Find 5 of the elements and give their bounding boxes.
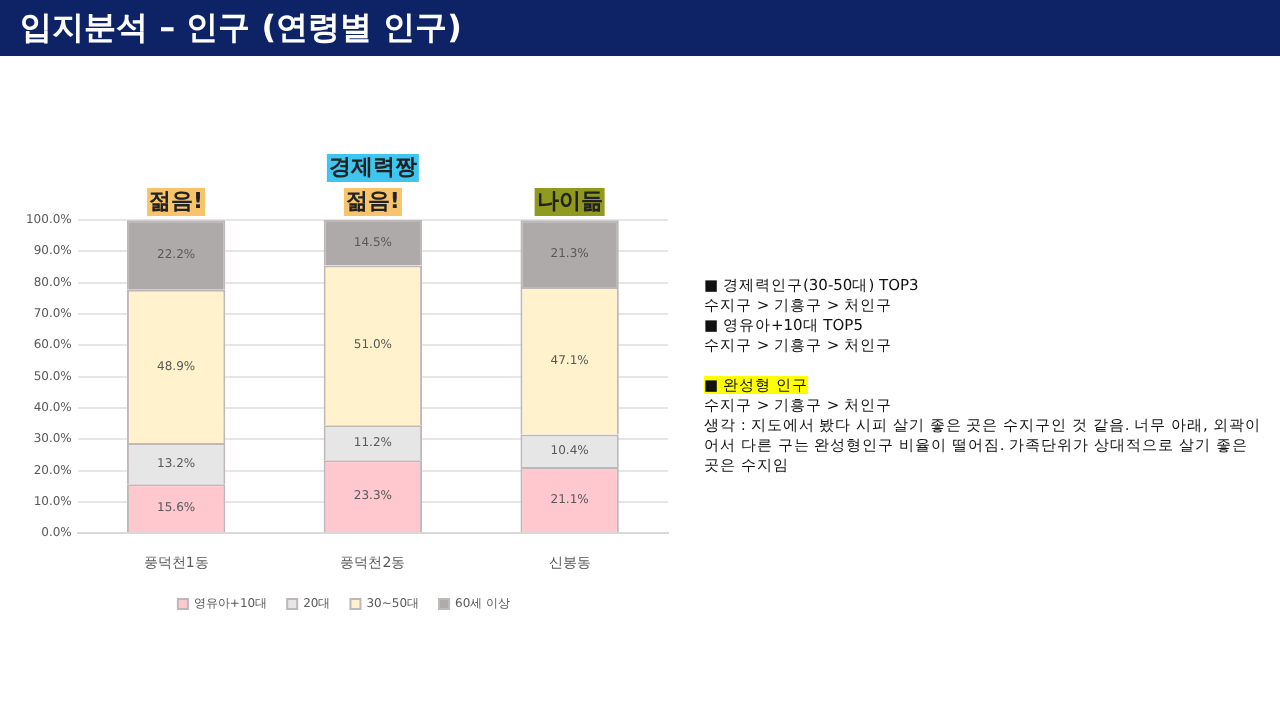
annotation: 젊음!	[345, 187, 400, 214]
annotation: 경제력짱	[328, 153, 417, 180]
chart-title: 입지분석 – 인구 (연령별 인구)	[0, 0, 1280, 56]
annotation: 나이듦	[536, 187, 603, 214]
annotation: 젊음!	[149, 187, 204, 214]
